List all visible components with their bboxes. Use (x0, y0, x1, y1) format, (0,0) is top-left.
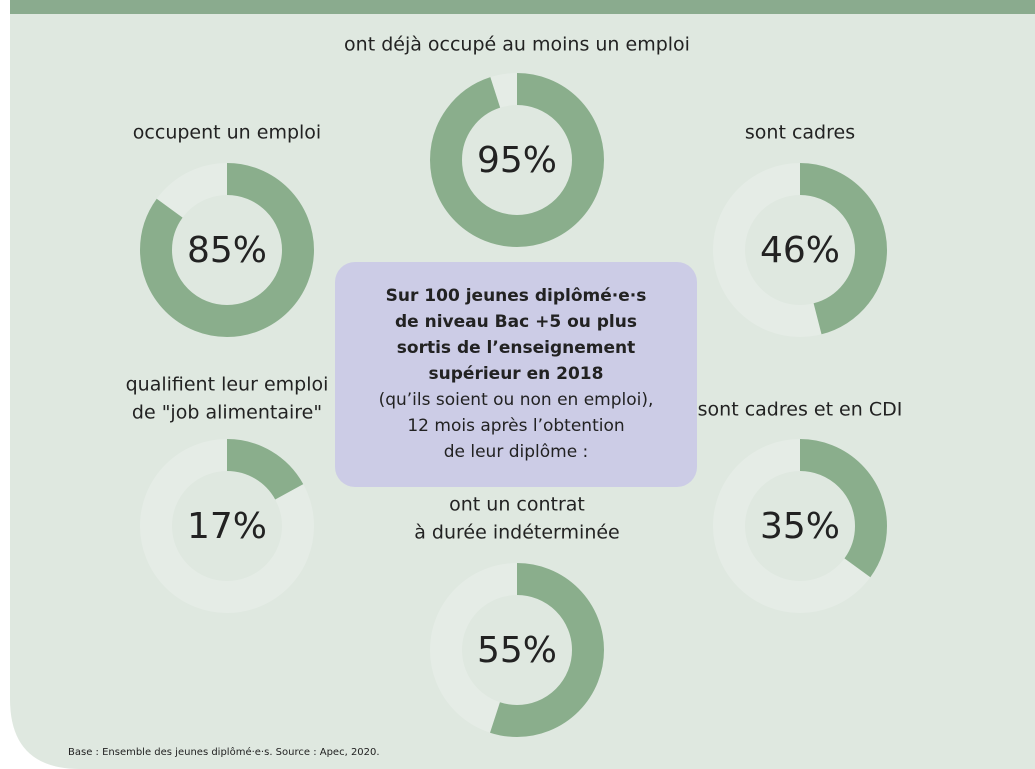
donut-value-label: 17% (187, 506, 267, 547)
center-bold-line: supérieur en 2018 (429, 364, 604, 384)
center-bold-line: Sur 100 jeunes diplômé·e·s (386, 286, 647, 306)
donut-title: qualifient leur emploi (126, 374, 329, 396)
donut-title: à durée indéterminée (414, 522, 620, 544)
center-line: 12 mois après l’obtention (407, 416, 624, 436)
donut-arc (430, 563, 604, 737)
donut-arc (140, 439, 314, 613)
donut-value-label: 85% (187, 230, 267, 271)
source: Base : Ensemble des jeunes diplômé·e·s. … (68, 746, 380, 758)
donut-value-label: 95% (477, 140, 557, 181)
donut-arc (713, 163, 887, 337)
donut-arc (430, 73, 604, 247)
donut-title: occupent un emploi (133, 122, 321, 144)
donut-title: ont un contrat (449, 494, 585, 516)
center-line: de leur diplôme : (444, 442, 589, 462)
center-box (335, 262, 697, 487)
donut-title: ont déjà occupé au moins un emploi (344, 34, 690, 56)
center-bold-line: de niveau Bac +5 ou plus (395, 312, 637, 332)
donut-arc (140, 163, 314, 337)
donut-value-label: 46% (760, 230, 840, 271)
donut-value-label: 55% (477, 630, 557, 671)
center-bold-line: sortis de l’enseignement (397, 338, 635, 358)
top-strip (10, 0, 1035, 14)
donut-title: sont cadres et en CDI (698, 399, 903, 421)
center-line: (qu’ils soient ou non en emploi), (379, 390, 654, 410)
donut-title: de "job alimentaire" (132, 402, 322, 424)
donut-title: sont cadres (745, 122, 855, 144)
donut-value-label: 35% (760, 506, 840, 547)
donut-arc (713, 439, 887, 613)
